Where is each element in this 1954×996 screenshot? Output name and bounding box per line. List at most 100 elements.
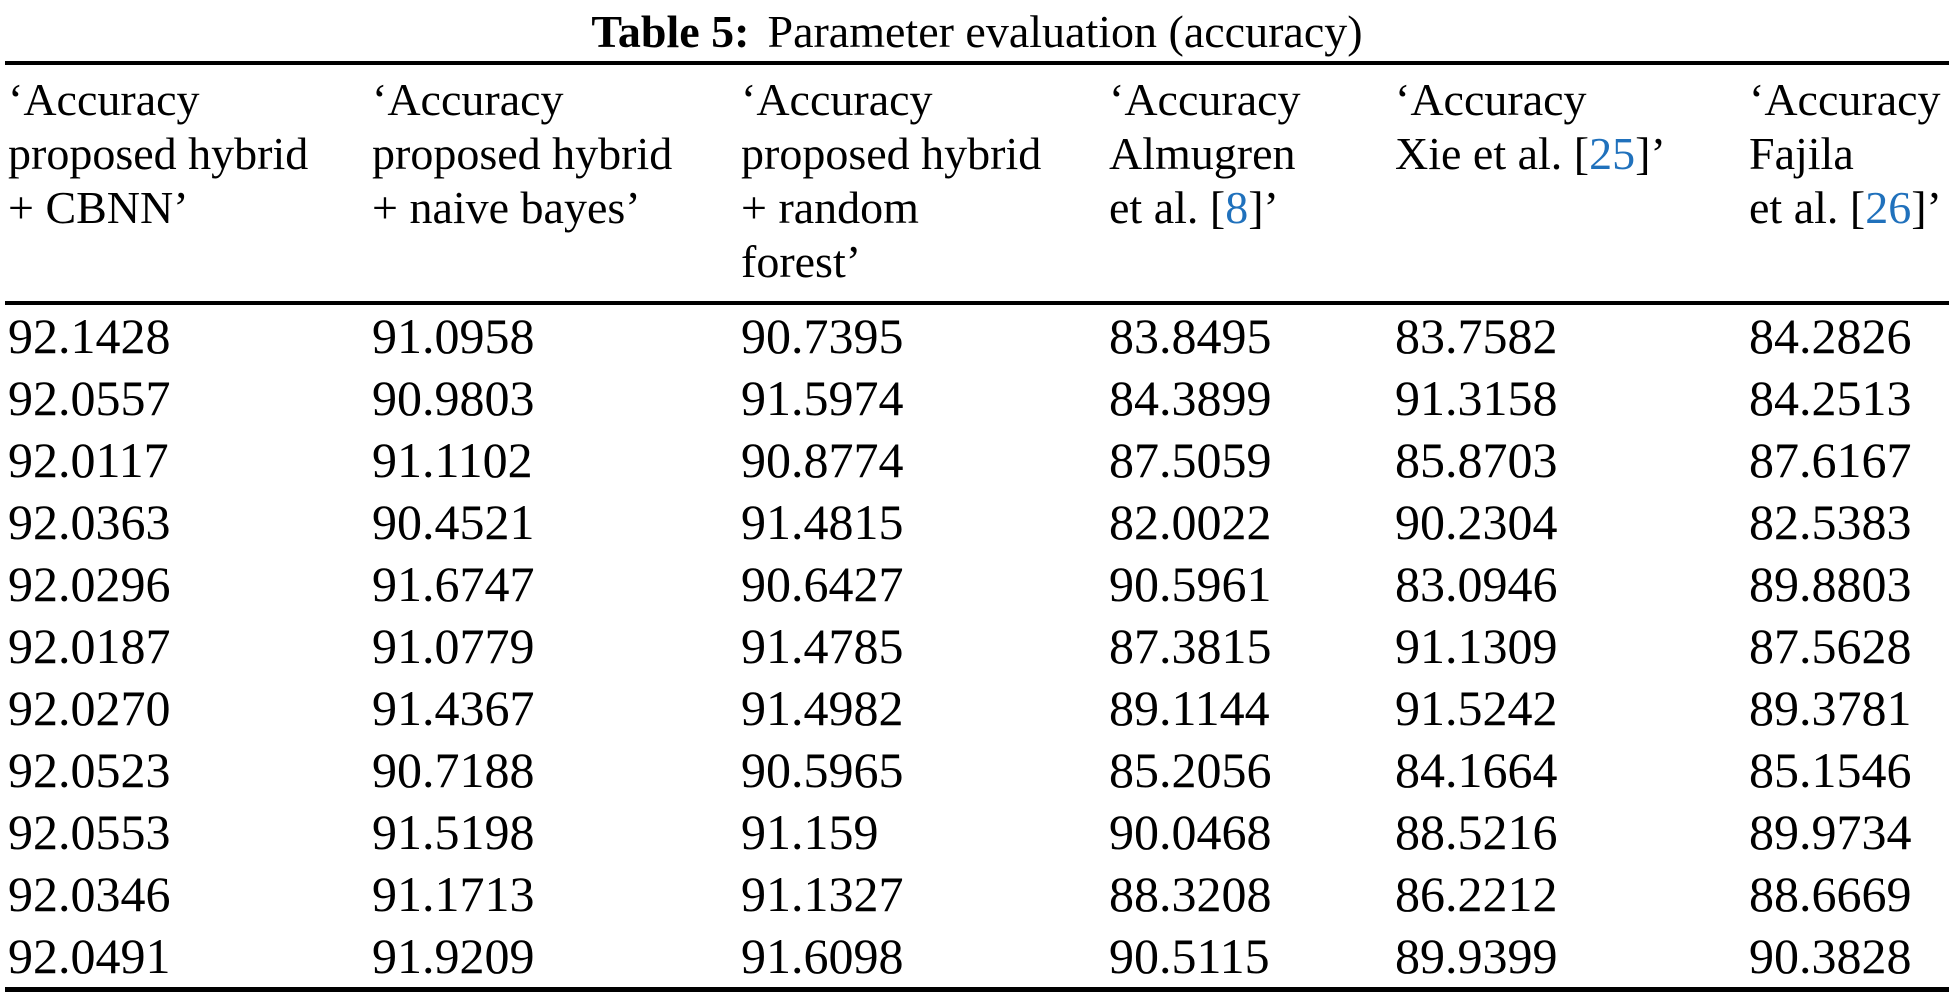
accuracy-cell: 92.0523 [8, 742, 171, 798]
accuracy-cell: 91.3158 [1395, 370, 1558, 426]
accuracy-cell: 91.6747 [372, 556, 535, 612]
accuracy-cell: 92.0346 [8, 866, 171, 922]
accuracy-cell: 88.3208 [1109, 866, 1272, 922]
table-row: 92.0346 91.1713 91.1327 88.3208 86.2212 88.66… [5, 863, 1949, 925]
accuracy-cell: 87.6167 [1749, 432, 1912, 488]
accuracy-cell: 87.5059 [1109, 432, 1272, 488]
accuracy-cell: 89.3781 [1749, 680, 1912, 736]
accuracy-cell: 86.2212 [1395, 866, 1558, 922]
header-text: et al. [ [1749, 182, 1866, 233]
accuracy-cell: 91.0779 [372, 618, 535, 674]
table-caption: Table 5: Parameter evaluation (accuracy) [0, 0, 1954, 61]
accuracy-cell: 91.9209 [372, 928, 535, 984]
accuracy-cell: 83.8495 [1109, 308, 1272, 364]
header-line: Xie et al. [25]’ [1395, 127, 1749, 181]
citation-link[interactable]: 8 [1225, 182, 1249, 233]
accuracy-cell: 92.0187 [8, 618, 171, 674]
accuracy-cell: 89.9734 [1749, 804, 1912, 860]
accuracy-cell: 91.4815 [741, 494, 904, 550]
accuracy-cell: 91.1309 [1395, 618, 1558, 674]
table-row: 92.0187 91.0779 91.4785 87.3815 91.1309 87.56… [5, 615, 1949, 677]
accuracy-cell: 90.7188 [372, 742, 535, 798]
accuracy-cell: 89.8803 [1749, 556, 1912, 612]
table-row: 92.0363 90.4521 91.4815 82.0022 90.2304 82.53… [5, 491, 1949, 553]
accuracy-cell: 92.0117 [8, 432, 169, 488]
accuracy-cell: 85.2056 [1109, 742, 1272, 798]
accuracy-cell: 92.0557 [8, 370, 171, 426]
accuracy-cell: 90.9803 [372, 370, 535, 426]
accuracy-cell: 90.8774 [741, 432, 904, 488]
header-line: proposed hybrid [741, 128, 1042, 179]
accuracy-cell: 84.1664 [1395, 742, 1558, 798]
accuracy-cell: 91.1327 [741, 866, 904, 922]
table-row: 92.0553 91.5198 91.159 90.0468 88.5216 89.973… [5, 801, 1949, 863]
header-line: forest’ [741, 236, 862, 287]
accuracy-cell: 91.5242 [1395, 680, 1558, 736]
table-row: 92.0557 90.9803 91.5974 84.3899 91.3158 84.25… [5, 367, 1949, 429]
table-row: 92.0270 91.4367 91.4982 89.1144 91.5242 89.37… [5, 677, 1949, 739]
accuracy-cell: 90.6427 [741, 556, 904, 612]
accuracy-cell: 90.7395 [741, 308, 904, 364]
accuracy-cell: 84.2513 [1749, 370, 1912, 426]
accuracy-cell: 92.0270 [8, 680, 171, 736]
header-line: Fajila [1749, 128, 1854, 179]
citation-link[interactable]: 25 [1589, 128, 1636, 179]
accuracy-cell: 88.6669 [1749, 866, 1912, 922]
accuracy-cell: 82.5383 [1749, 494, 1912, 550]
accuracy-cell: 92.0296 [8, 556, 171, 612]
column-header: ‘Accuracy proposed hybrid + naive bayes’ [372, 63, 741, 305]
column-header: ‘Accuracy Xie et al. [25]’ [1395, 63, 1749, 305]
header-line: + naive bayes’ [372, 182, 641, 233]
accuracy-cell: 91.4785 [741, 618, 904, 674]
caption-text: Parameter evaluation (accuracy) [767, 6, 1363, 57]
accuracy-cell: 91.1102 [372, 432, 533, 488]
accuracy-cell: 87.5628 [1749, 618, 1912, 674]
header-line: ‘Accuracy [1109, 74, 1301, 125]
accuracy-cell: 85.8703 [1395, 432, 1558, 488]
accuracy-cell: 91.159 [741, 804, 879, 860]
column-header: ‘Accuracy Fajila et al. [26]’ [1749, 63, 1949, 305]
accuracy-cell: 90.2304 [1395, 494, 1558, 550]
accuracy-cell: 90.5115 [1109, 928, 1270, 984]
accuracy-cell: 89.9399 [1395, 928, 1558, 984]
accuracy-cell: 91.4982 [741, 680, 904, 736]
header-line: et al. [26]’ [1749, 181, 1949, 235]
table-row: 92.0523 90.7188 90.5965 85.2056 84.1664 85.15… [5, 739, 1949, 801]
table-row: 92.0117 91.1102 90.8774 87.5059 85.8703 87.61… [5, 429, 1949, 491]
header-line: Almugren [1109, 128, 1296, 179]
header-text: ]’ [1248, 182, 1279, 233]
table-row: 92.1428 91.0958 90.7395 83.8495 83.7582 84.28… [5, 303, 1949, 367]
accuracy-cell: 91.6098 [741, 928, 904, 984]
header-line: ‘Accuracy [8, 74, 200, 125]
header-line: ‘Accuracy [1749, 74, 1941, 125]
header-line: + random [741, 182, 919, 233]
accuracy-cell: 90.5961 [1109, 556, 1272, 612]
caption-label: Table 5: [591, 6, 750, 57]
accuracy-cell: 88.5216 [1395, 804, 1558, 860]
accuracy-cell: 89.1144 [1109, 680, 1270, 736]
accuracy-cell: 90.0468 [1109, 804, 1272, 860]
citation-link[interactable]: 26 [1865, 182, 1912, 233]
accuracy-cell: 87.3815 [1109, 618, 1272, 674]
accuracy-cell: 92.0553 [8, 804, 171, 860]
column-header: ‘Accuracy proposed hybrid + random forest’ [741, 63, 1109, 305]
header-line: ‘Accuracy [741, 74, 933, 125]
accuracy-cell: 90.4521 [372, 494, 535, 550]
accuracy-cell: 92.1428 [8, 308, 171, 364]
header-row: ‘Accuracy proposed hybrid + CBNN’ ‘Accuracy… [5, 63, 1949, 305]
accuracy-cell: 91.1713 [372, 866, 535, 922]
column-header: ‘Accuracy proposed hybrid + CBNN’ [5, 63, 372, 305]
accuracy-cell: 84.2826 [1749, 308, 1912, 364]
accuracy-cell: 92.0491 [8, 928, 171, 984]
header-text: ]’ [1911, 182, 1942, 233]
table-row: 92.0296 91.6747 90.6427 90.5961 83.0946 89.88… [5, 553, 1949, 615]
accuracy-cell: 92.0363 [8, 494, 171, 550]
accuracy-cell: 91.5974 [741, 370, 904, 426]
column-header: ‘Accuracy Almugren et al. [8]’ [1109, 63, 1395, 305]
header-line: proposed hybrid [8, 128, 309, 179]
accuracy-cell: 82.0022 [1109, 494, 1272, 550]
accuracy-cell: 91.4367 [372, 680, 535, 736]
data-table: ‘Accuracy proposed hybrid + CBNN’ ‘Accuracy… [5, 61, 1949, 992]
table-row: 92.0491 91.9209 91.6098 90.5115 89.9399 90.38… [5, 925, 1949, 990]
